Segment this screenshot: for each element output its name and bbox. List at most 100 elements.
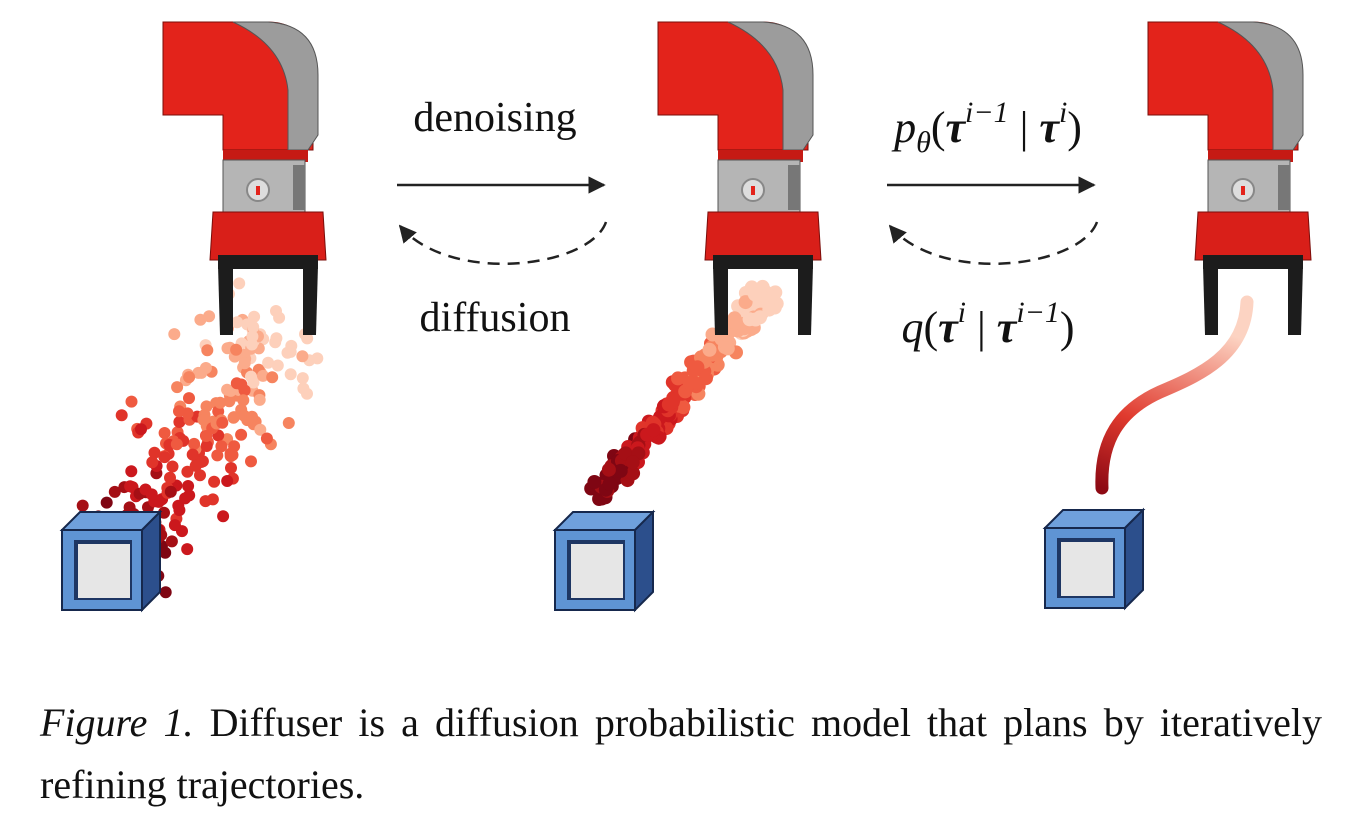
trajectory-dot xyxy=(282,417,295,429)
trajectory-dot xyxy=(296,350,309,363)
trajectory-dot xyxy=(301,387,313,400)
trajectory-dot xyxy=(233,277,246,290)
trajectory-dot xyxy=(625,455,640,470)
trajectory-dot xyxy=(145,488,158,501)
trajectory-dot xyxy=(217,510,230,523)
trajectory-dot xyxy=(269,336,282,349)
trajectory-dot xyxy=(173,416,186,428)
trajectory-dot xyxy=(245,455,257,468)
trajectory-dot xyxy=(228,411,240,424)
reverse-process-equation: pθ(τi−1 | τi) xyxy=(894,96,1082,160)
trajectory-dot xyxy=(753,310,767,325)
trajectory-dot xyxy=(266,371,279,384)
trajectory-dot xyxy=(226,449,239,461)
trajectory-dot xyxy=(125,395,138,408)
trajectory-dot xyxy=(158,506,170,519)
trajectory-dot xyxy=(587,475,602,489)
trajectory-dot xyxy=(148,446,161,459)
trajectory-dot xyxy=(183,392,195,405)
trajectory-dot xyxy=(281,346,294,359)
trajectory-dot xyxy=(231,316,244,329)
trajectory-dot xyxy=(682,376,697,390)
trajectory-dot xyxy=(257,369,269,382)
equation-symbol: ( xyxy=(930,103,946,152)
trajectory-dot xyxy=(164,471,176,484)
trajectory-dot xyxy=(201,344,214,357)
robot-arm xyxy=(1147,21,1312,336)
trajectory-dot xyxy=(168,328,181,341)
trajectory-dot xyxy=(646,423,661,438)
trajectory-dot xyxy=(108,485,121,498)
equation-symbol: p xyxy=(894,103,917,152)
trajectory-dot xyxy=(248,310,261,323)
trajectory-dot xyxy=(311,352,324,365)
trajectory-dot xyxy=(720,341,735,356)
trajectory-dot xyxy=(747,287,762,302)
dashed-arrow xyxy=(398,221,608,265)
equation-symbol: τ xyxy=(945,103,965,152)
trajectory-dot xyxy=(262,356,275,369)
trajectory-dot xyxy=(728,315,743,330)
trajectory-dot xyxy=(613,463,628,478)
trajectory-dot xyxy=(189,459,202,472)
block xyxy=(1044,509,1144,609)
trajectory-dot xyxy=(238,357,251,370)
trajectory-dot xyxy=(200,430,213,442)
trajectory-dot xyxy=(208,475,221,488)
trajectory-dot xyxy=(159,546,172,559)
trajectory-dot xyxy=(194,469,206,482)
trajectory-dot xyxy=(115,409,128,422)
trajectory-dot xyxy=(225,462,237,474)
trajectory-dot xyxy=(253,393,266,406)
equation-symbol: q xyxy=(901,303,924,352)
trajectory-dot xyxy=(601,462,616,477)
trajectory-dot xyxy=(168,519,181,532)
equation-symbol: ) xyxy=(1059,303,1075,352)
diffusion-label: diffusion xyxy=(419,295,571,341)
trajectory-dot xyxy=(211,449,224,462)
trajectory-dot xyxy=(214,396,227,409)
trajectory-dot xyxy=(164,485,177,498)
equation-symbol: i−1 xyxy=(1016,296,1060,329)
trajectory-dot xyxy=(159,586,172,599)
block xyxy=(554,511,654,611)
trajectory-dot xyxy=(197,413,210,426)
equation-symbol: θ xyxy=(916,126,931,159)
trajectory-dot xyxy=(166,460,179,473)
trajectory-dot xyxy=(602,476,617,491)
trajectory-dot xyxy=(260,432,273,445)
denoised-trajectory xyxy=(1095,295,1254,495)
trajectory-dot xyxy=(296,372,309,385)
trajectory-dot xyxy=(199,495,212,508)
equation-symbol: τ xyxy=(1039,103,1059,152)
equation-symbol: τ xyxy=(996,303,1017,352)
dashed-arrow xyxy=(888,221,1099,265)
trajectory-dot xyxy=(284,368,297,381)
trajectory-dot xyxy=(125,465,138,478)
block xyxy=(61,511,161,611)
trajectory-dot xyxy=(254,423,267,436)
trajectory-dot xyxy=(230,343,243,356)
trajectory-dot xyxy=(273,311,286,324)
trajectory-dot xyxy=(247,321,260,333)
trajectory-dot xyxy=(181,543,194,556)
trajectory-dot xyxy=(671,371,685,386)
robot-arm xyxy=(657,21,822,336)
trajectory-dot xyxy=(738,295,753,310)
trajectory-dot xyxy=(183,371,196,384)
trajectory-dot xyxy=(179,492,192,505)
trajectory-dot xyxy=(158,451,171,464)
trajectory-dot xyxy=(235,428,248,441)
trajectory-dot xyxy=(195,366,208,379)
partially-denoised-trajectory xyxy=(584,279,784,506)
trajectory-dot xyxy=(215,440,228,453)
trajectory-dot xyxy=(223,395,236,408)
trajectory-dot xyxy=(271,359,284,372)
robot-arm xyxy=(162,21,327,336)
equation-symbol: ( xyxy=(923,303,939,352)
trajectory-dot xyxy=(221,475,234,487)
trajectory-dot xyxy=(100,496,113,509)
trajectory-dot xyxy=(76,499,89,512)
trajectory-dot xyxy=(186,448,199,461)
